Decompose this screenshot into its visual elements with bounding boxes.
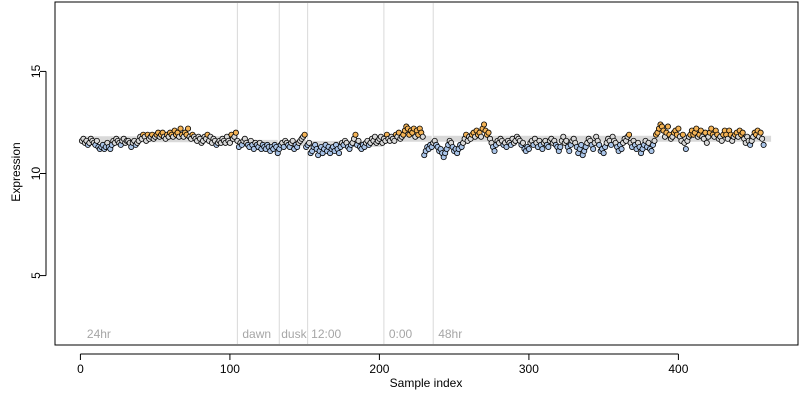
segment-level-bars xyxy=(81,135,772,147)
data-point-308 xyxy=(539,145,546,152)
data-point-141 xyxy=(289,137,296,144)
data-point-349 xyxy=(600,150,607,157)
data-point-149 xyxy=(301,131,308,138)
data-point-322 xyxy=(560,133,567,140)
data-points xyxy=(78,121,767,161)
y-tick-label-10: 10 xyxy=(29,167,43,181)
y-tick-label-5: 5 xyxy=(29,272,43,279)
data-point-152 xyxy=(306,139,313,146)
region-label-2: dusk xyxy=(281,327,307,341)
region-label-1: dawn xyxy=(242,327,271,341)
data-point-228 xyxy=(419,133,426,140)
data-point-272 xyxy=(485,129,492,136)
data-point-454 xyxy=(757,129,764,136)
data-point-269 xyxy=(481,121,488,128)
data-point-361 xyxy=(618,145,625,152)
data-point-404 xyxy=(682,145,689,152)
region-label-4: 0:00 xyxy=(389,327,413,341)
data-point-185 xyxy=(355,137,362,144)
data-point-392 xyxy=(664,123,671,130)
data-point-428 xyxy=(718,137,725,144)
data-point-71 xyxy=(185,125,192,132)
data-point-346 xyxy=(596,141,603,148)
data-point-455 xyxy=(759,135,766,142)
data-point-383 xyxy=(651,137,658,144)
data-point-366 xyxy=(626,131,633,138)
data-point-183 xyxy=(352,131,359,138)
data-point-209 xyxy=(391,137,398,144)
data-point-276 xyxy=(491,148,498,155)
data-point-402 xyxy=(679,131,686,138)
data-point-381 xyxy=(648,148,655,155)
plot-frame xyxy=(54,1,799,346)
data-point-299 xyxy=(525,145,532,152)
region-labels: 24hr dawn dusk 12:00 0:00 48hr xyxy=(87,327,462,341)
data-point-326 xyxy=(566,148,573,155)
data-point-418 xyxy=(703,139,710,146)
data-point-295 xyxy=(519,139,526,146)
x-tick-label-100: 100 xyxy=(220,362,240,376)
data-point-10 xyxy=(93,137,100,144)
data-point-99 xyxy=(226,139,233,146)
data-point-172 xyxy=(336,150,343,157)
data-point-66 xyxy=(177,125,184,132)
x-tick-label-200: 200 xyxy=(369,362,389,376)
data-point-442 xyxy=(739,129,746,136)
y-tick-label-15: 15 xyxy=(29,64,43,78)
region-label-0: 24hr xyxy=(87,327,111,341)
x-tick-label-300: 300 xyxy=(519,362,539,376)
region-boundary-lines xyxy=(236,3,434,344)
x-tick-label-0: 0 xyxy=(77,362,84,376)
data-point-456 xyxy=(760,141,767,148)
data-point-399 xyxy=(675,125,682,132)
data-point-320 xyxy=(557,143,564,150)
data-point-342 xyxy=(590,145,597,152)
data-point-267 xyxy=(478,133,485,140)
y-axis: 5 10 15 xyxy=(29,64,47,279)
x-axis: 0 100 200 300 400 xyxy=(77,353,689,376)
data-point-324 xyxy=(563,137,570,144)
data-point-312 xyxy=(545,143,552,150)
x-axis-title: Sample index xyxy=(390,376,463,390)
data-point-103 xyxy=(232,129,239,136)
region-label-3: 12:00 xyxy=(311,327,341,341)
region-label-5: 48hr xyxy=(438,327,462,341)
y-axis-title: Expression xyxy=(9,142,23,201)
x-tick-label-400: 400 xyxy=(668,362,688,376)
